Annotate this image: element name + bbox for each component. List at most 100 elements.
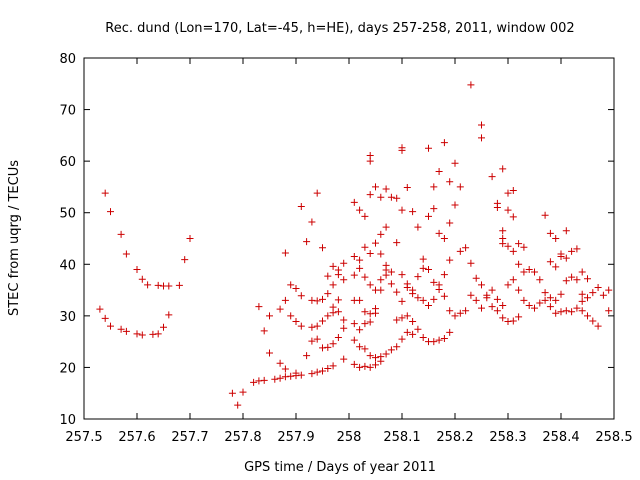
data-point (409, 290, 417, 298)
data-point (398, 314, 406, 322)
data-point (313, 335, 321, 343)
data-point (319, 295, 326, 303)
data-point (117, 325, 125, 333)
data-point (350, 320, 358, 328)
data-point (292, 369, 300, 377)
data-point (96, 305, 104, 313)
data-point (488, 303, 496, 311)
data-point (393, 316, 401, 324)
data-point (260, 327, 268, 335)
data-point (250, 378, 258, 386)
data-point (334, 296, 342, 304)
data-point (255, 377, 263, 385)
data-point (446, 328, 454, 336)
data-point (319, 244, 326, 252)
y-tick-label: 60 (59, 155, 76, 170)
data-point (319, 317, 326, 325)
data-point (419, 264, 427, 272)
data-point (515, 260, 523, 268)
x-tick: 257.8 (224, 58, 262, 445)
data-point (557, 250, 565, 258)
data-point (101, 189, 109, 197)
data-point (504, 189, 512, 197)
data-point (504, 242, 512, 250)
data-point (451, 201, 459, 209)
data-point (324, 290, 332, 298)
x-tick: 257.6 (118, 58, 156, 445)
data-point (430, 278, 438, 286)
data-point (372, 305, 379, 313)
data-point (165, 311, 173, 319)
x-tick: 258.4 (542, 58, 580, 445)
y-tick: 10 (59, 413, 614, 428)
data-point (308, 323, 316, 331)
data-point (372, 183, 379, 191)
data-point (584, 275, 591, 283)
x-tick-label: 258.1 (383, 430, 420, 445)
data-point (292, 285, 300, 293)
data-point (366, 310, 374, 318)
x-tick-label: 257.7 (171, 430, 208, 445)
data-point (276, 305, 284, 313)
data-point (446, 307, 454, 315)
data-point (467, 291, 475, 299)
y-tick: 30 (59, 310, 614, 325)
data-point (117, 230, 125, 238)
data-point (398, 335, 406, 343)
data-point (525, 302, 533, 310)
x-tick-label: 258.4 (542, 430, 579, 445)
data-point (483, 291, 491, 299)
y-tick-label: 80 (59, 52, 76, 67)
data-point (276, 374, 284, 382)
data-point (435, 167, 443, 175)
data-point (425, 144, 432, 152)
data-point (340, 355, 348, 363)
data-point (297, 203, 305, 211)
data-point (361, 243, 369, 251)
data-point (382, 261, 390, 269)
data-point (308, 370, 316, 378)
data-point (324, 312, 332, 320)
data-point (430, 295, 438, 303)
data-point (366, 157, 374, 165)
data-point (451, 312, 459, 320)
data-point (541, 296, 549, 304)
data-point (504, 318, 512, 326)
x-tick-label: 257.5 (65, 430, 102, 445)
data-point (403, 183, 411, 191)
data-point (319, 344, 326, 352)
data-point (456, 247, 464, 255)
x-tick: 258 (337, 58, 361, 445)
data-point (313, 189, 321, 197)
data-point (552, 296, 560, 304)
data-point (160, 323, 167, 331)
data-point (138, 275, 146, 283)
data-point (462, 244, 470, 252)
data-point (281, 249, 289, 257)
data-point (334, 266, 342, 274)
data-point (292, 318, 300, 326)
data-point (340, 276, 348, 284)
y-tick-label: 30 (59, 310, 76, 325)
data-point (531, 304, 538, 312)
data-point (356, 256, 364, 264)
data-point (573, 304, 581, 312)
data-point (478, 121, 485, 129)
data-point (324, 364, 332, 372)
data-point (403, 312, 411, 320)
data-point (409, 318, 417, 326)
data-point (499, 165, 507, 173)
data-point (552, 309, 560, 317)
data-point (303, 238, 311, 246)
data-point (562, 254, 570, 262)
data-point (361, 273, 369, 281)
data-point (281, 373, 289, 381)
data-point (181, 256, 189, 264)
data-point (403, 328, 411, 336)
data-point (504, 281, 512, 289)
data-point (329, 309, 337, 317)
data-point (107, 322, 114, 330)
data-point (377, 193, 385, 201)
data-point (414, 273, 422, 281)
